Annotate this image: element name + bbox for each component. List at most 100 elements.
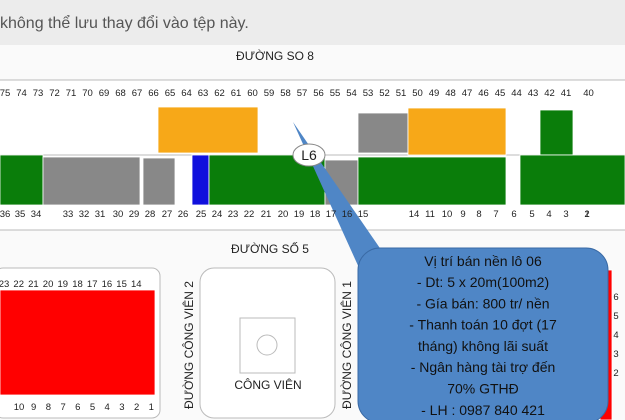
lot-number: 6 xyxy=(511,209,516,220)
block-label: L6 xyxy=(301,147,317,163)
lot-number: 25 xyxy=(196,209,207,220)
street-label: ĐƯỜNG SO 8 xyxy=(236,48,314,63)
lot-number: 17 xyxy=(326,209,337,220)
lot-number: 4 xyxy=(105,402,110,413)
lot-number: 26 xyxy=(178,209,189,220)
lot-number: 32 xyxy=(79,209,90,220)
lot-number: 43 xyxy=(528,88,539,99)
street-label: ĐƯỜNG CÔNG VIÊN 1 xyxy=(339,281,354,409)
lot-number: 68 xyxy=(115,88,126,99)
lot-number: 30 xyxy=(113,209,124,220)
lot-number: 22 xyxy=(244,209,255,220)
lot-number: 19 xyxy=(58,279,69,290)
lot-number: 46 xyxy=(478,88,489,99)
lot-number: 61 xyxy=(231,88,242,99)
lot-number: 52 xyxy=(379,88,390,99)
lot-number: 63 xyxy=(198,88,209,99)
lot-number: 20 xyxy=(43,279,54,290)
callout xyxy=(357,247,609,420)
lot-number: 55 xyxy=(330,88,341,99)
callout-line: - LH : 0987 840 421 xyxy=(421,402,545,418)
lot-number: 40 xyxy=(583,88,594,99)
lot-number: 16 xyxy=(102,279,113,290)
lot-number: 21 xyxy=(28,279,39,290)
lot-number: 66 xyxy=(148,88,159,99)
lot-number: 69 xyxy=(99,88,110,99)
lot-number: 56 xyxy=(313,88,324,99)
lot-number: 3 xyxy=(119,402,124,413)
lot-number: 27 xyxy=(162,209,173,220)
lot-number: 47 xyxy=(462,88,473,99)
lot-number: 4 xyxy=(546,209,551,220)
lot-number: 17 xyxy=(87,279,98,290)
callout-line: - Ngân hàng tài trợ đến xyxy=(411,359,556,375)
lot-number: 10 xyxy=(442,209,453,220)
lot-number: 5 xyxy=(90,402,95,413)
lot-number: 72 xyxy=(49,88,60,99)
lot-number: 28 xyxy=(145,209,156,220)
lot-number: 49 xyxy=(429,88,440,99)
lot-number: 53 xyxy=(363,88,374,99)
lot-number: 6 xyxy=(613,292,618,303)
lot-number: 33 xyxy=(63,209,74,220)
lot-number: 3 xyxy=(563,209,568,220)
lot-number: 14 xyxy=(131,279,142,290)
lot-number: 21 xyxy=(261,209,272,220)
lot-number: 19 xyxy=(294,209,305,220)
lot-number: 15 xyxy=(358,209,369,220)
lot-number: 24 xyxy=(212,209,223,220)
block-badge xyxy=(292,143,326,167)
lot-number: 29 xyxy=(129,209,140,220)
callout-line: - Thanh toán 10 đợt (17 xyxy=(409,317,557,333)
lot-number: 36 xyxy=(0,209,10,220)
lot-number: 8 xyxy=(46,402,51,413)
lot-number: 74 xyxy=(16,88,27,99)
lot-number: 18 xyxy=(72,279,83,290)
lot-number: 15 xyxy=(116,279,127,290)
lot-number: 65 xyxy=(165,88,176,99)
lot-number: 59 xyxy=(264,88,275,99)
lot-number: 58 xyxy=(280,88,291,99)
lot-number: 5 xyxy=(529,209,534,220)
callout-line: tháng) không lãi suất xyxy=(418,338,548,354)
callout-line: - Dt: 5 x 20m(100m2) xyxy=(417,274,549,290)
lot-number: 48 xyxy=(445,88,456,99)
lot-number: 67 xyxy=(132,88,143,99)
lot-number: 34 xyxy=(31,209,42,220)
lot-number: 23 xyxy=(228,209,239,220)
lot-number: 4 xyxy=(613,330,618,341)
lot-number: 60 xyxy=(247,88,258,99)
lot-number: 22 xyxy=(13,279,24,290)
lots xyxy=(0,106,625,420)
lot-number: 35 xyxy=(15,209,26,220)
lot-number: 31 xyxy=(95,209,106,220)
lot-number: 70 xyxy=(82,88,93,99)
lot-number: 6 xyxy=(75,402,80,413)
lot-number: 71 xyxy=(66,88,77,99)
banner-text: không thể lưu thay đổi vào tệp này. xyxy=(0,14,249,32)
lot-number: 41 xyxy=(561,88,572,99)
lot-number: 45 xyxy=(495,88,506,99)
lot-number: 11 xyxy=(425,209,435,220)
callout-line: - Gía bán: 800 tr/ nền xyxy=(416,295,549,311)
lot-number: 3 xyxy=(613,349,618,360)
banner xyxy=(0,0,625,45)
lot-number: 9 xyxy=(31,402,36,413)
lot-number: 2 xyxy=(613,368,618,379)
lot-number: 7 xyxy=(493,209,498,220)
lot-number: 42 xyxy=(544,88,555,99)
callout-title: Vị trí bán nền lô 06 xyxy=(424,253,542,269)
labels: 75 74 73 72 71 70 69 68 67 66 65 64 63 62 61 60 59 58 57 56… xyxy=(0,88,619,418)
lot-number: 20 xyxy=(278,209,289,220)
lot-number: 8 xyxy=(476,209,481,220)
lot-number: 57 xyxy=(297,88,308,99)
lot-number: 5 xyxy=(613,311,618,322)
park-label: CÔNG VIÊN xyxy=(234,377,301,392)
lot-number: 2 xyxy=(134,402,139,413)
lot-number: 10 xyxy=(14,402,25,413)
lot-number: 44 xyxy=(511,88,522,99)
lot-number: 16 xyxy=(342,209,353,220)
lot-number: 1 xyxy=(149,402,154,413)
